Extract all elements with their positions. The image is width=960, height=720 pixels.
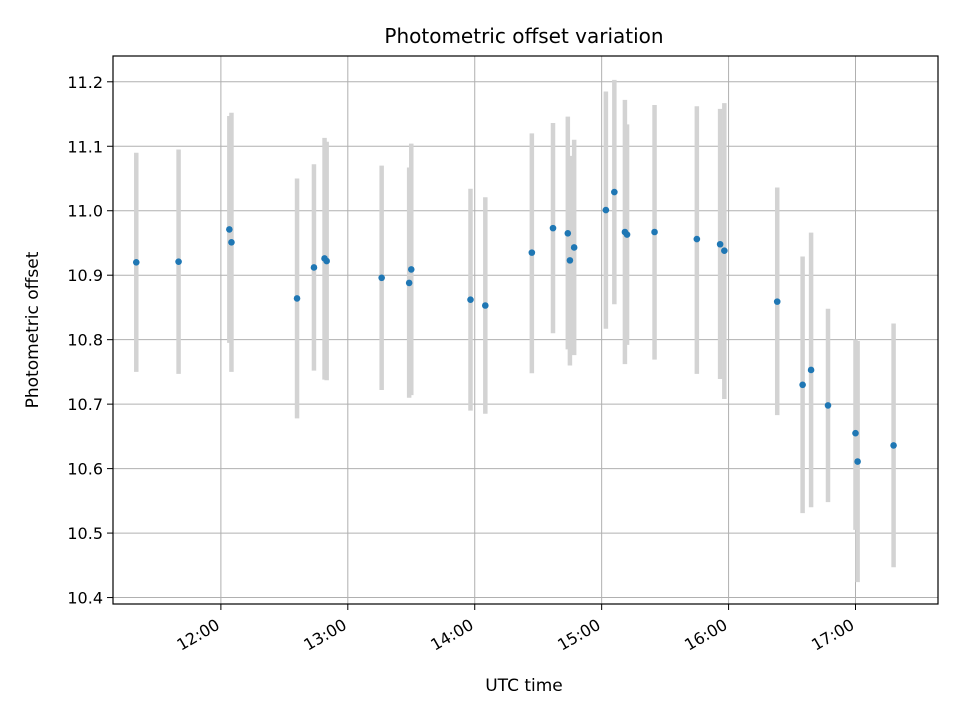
data-point	[721, 247, 728, 255]
data-point	[564, 229, 572, 237]
y-tick-label: 11.0	[67, 202, 103, 221]
data-point	[175, 258, 182, 265]
y-axis-title: Photometric offset	[23, 251, 43, 408]
data-point	[132, 259, 140, 266]
data-point	[528, 249, 536, 256]
data-point	[467, 296, 474, 303]
y-tick-label: 10.7	[67, 395, 103, 414]
data-point	[854, 458, 861, 465]
data-point	[693, 235, 701, 243]
y-tick-label: 10.9	[67, 266, 103, 285]
chart-title: Photometric offset variation	[384, 24, 663, 48]
data-point	[482, 302, 489, 309]
data-point	[799, 381, 806, 389]
data-point	[566, 257, 574, 264]
data-point	[310, 264, 318, 271]
x-axis-title: UTC time	[485, 676, 563, 696]
data-point	[773, 298, 781, 305]
data-point	[716, 240, 724, 248]
y-tick-label: 11.2	[67, 73, 103, 92]
data-point	[651, 228, 658, 236]
y-tick-label: 10.8	[67, 331, 103, 350]
data-point	[890, 442, 897, 449]
data-point	[852, 429, 859, 437]
data-point	[602, 206, 610, 214]
y-tick-label: 10.6	[67, 460, 103, 479]
data-point	[378, 274, 385, 282]
data-point	[226, 226, 233, 233]
data-point	[293, 295, 301, 302]
data-point	[323, 257, 330, 265]
data-point	[405, 279, 413, 287]
data-point	[549, 224, 557, 232]
data-point	[807, 366, 815, 374]
data-point	[611, 188, 618, 196]
data-point	[824, 402, 832, 409]
data-point	[570, 244, 578, 251]
y-tick-label: 10.5	[67, 524, 103, 543]
y-tick-label: 10.4	[67, 589, 103, 608]
data-point	[407, 266, 415, 273]
data-point	[623, 231, 631, 238]
data-point	[228, 239, 235, 246]
data-points	[132, 188, 897, 465]
grid-lines	[113, 56, 938, 604]
plot-frame	[112, 55, 939, 605]
y-axis-ticks: 10.4 10.5 10.6 10.7 10.8 10.9 11.0 11.1 11.2	[67, 73, 113, 608]
y-tick-label: 11.1	[67, 137, 103, 156]
